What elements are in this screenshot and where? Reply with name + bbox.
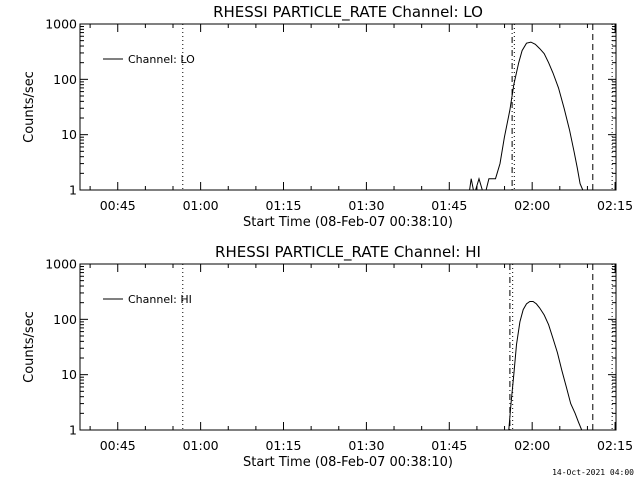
chart-1-x-tick-label: 02:00: [514, 438, 550, 453]
chart-1-x-tick-label: 01:30: [348, 438, 384, 453]
chart-1-series-line: [508, 301, 583, 431]
chart-0-y-tick-label: 1: [69, 183, 77, 198]
chart-1-x-axis-label: Start Time (08-Feb-07 00:38:10): [243, 455, 453, 470]
chart-1-x-tick-label: 00:45: [100, 438, 136, 453]
lo-channel-panel: RHESSI PARTICLE_RATE Channel: LO Counts/s…: [22, 3, 633, 230]
chart-1-y-tick-label: 10: [61, 367, 77, 382]
footer-timestamp: 14-Oct-2021 04:00: [552, 468, 634, 477]
chart-0-series-line: [469, 41, 584, 191]
chart-0-title: RHESSI PARTICLE_RATE Channel: LO: [213, 3, 483, 22]
chart-1-x-tick-label: 02:15: [597, 438, 633, 453]
chart-0-y-tick-label: 1000: [45, 17, 77, 32]
chart-0-x-tick-label: 01:00: [183, 198, 219, 213]
chart-1-plot-frame: [79, 263, 617, 431]
chart-1-x-tick-label: 01:00: [183, 438, 219, 453]
chart-0-y-tick-label: 10: [61, 127, 77, 142]
chart-0-x-tick-label: 01:45: [431, 198, 467, 213]
chart-1-title: RHESSI PARTICLE_RATE Channel: HI: [215, 243, 481, 262]
chart-1-y-tick-label: 1: [69, 423, 77, 438]
chart-1-y-tick-label: 1000: [45, 257, 77, 272]
chart-0-x-tick-label: 01:30: [348, 198, 384, 213]
chart-0-y-axis-label: Counts/sec: [22, 71, 37, 143]
chart-0-x-tick-label: 00:45: [100, 198, 136, 213]
chart-0-x-tick-label: 02:00: [514, 198, 550, 213]
chart-0-x-axis-label: Start Time (08-Feb-07 00:38:10): [243, 215, 453, 230]
chart-1-y-axis-label: Counts/sec: [22, 311, 37, 383]
chart-0-legend-label: Channel: LO: [128, 53, 195, 66]
chart-0-y-tick-label: 100: [53, 72, 77, 87]
chart-1-x-tick-label: 01:15: [265, 438, 301, 453]
chart-0-x-tick-label: 01:15: [265, 198, 301, 213]
chart-1-legend-label: Channel: HI: [128, 293, 192, 306]
hi-channel-panel: RHESSI PARTICLE_RATE Channel: HI Counts/s…: [22, 243, 633, 470]
chart-0-x-tick-label: 02:15: [597, 198, 633, 213]
chart-1-x-tick-label: 01:45: [431, 438, 467, 453]
chart-1-y-tick-label: 100: [53, 312, 77, 327]
chart-0-plot-frame: [79, 23, 617, 191]
